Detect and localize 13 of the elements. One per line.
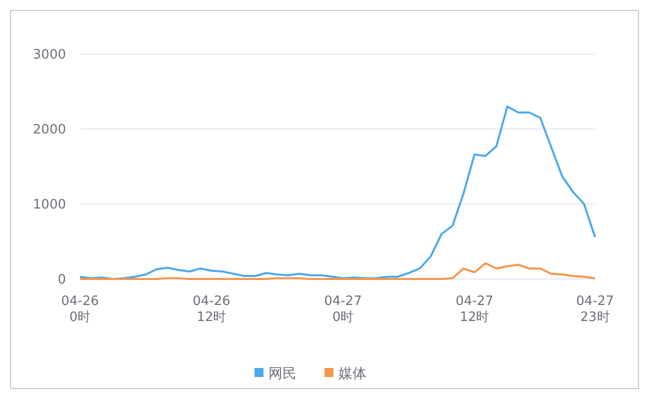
legend-label: 网民: [268, 366, 296, 382]
x-tick-label: 04-26 12时: [192, 294, 230, 325]
line-series: [79, 106, 596, 280]
legend-label: 媒体: [338, 366, 366, 382]
y-tick-label: 0: [58, 272, 66, 288]
y-tick-label: 2000: [32, 122, 66, 138]
y-tick-label: 1000: [32, 198, 66, 213]
x-tick-label: 04-27 12时: [456, 294, 494, 325]
line-series: [79, 262, 596, 280]
x-tick-label: 04-27 23时: [576, 294, 614, 325]
x-tick-label: 04-26 0时: [61, 294, 99, 325]
x-tick-label: 04-27 0时: [324, 294, 362, 325]
y-tick-label: 3000: [32, 48, 66, 63]
